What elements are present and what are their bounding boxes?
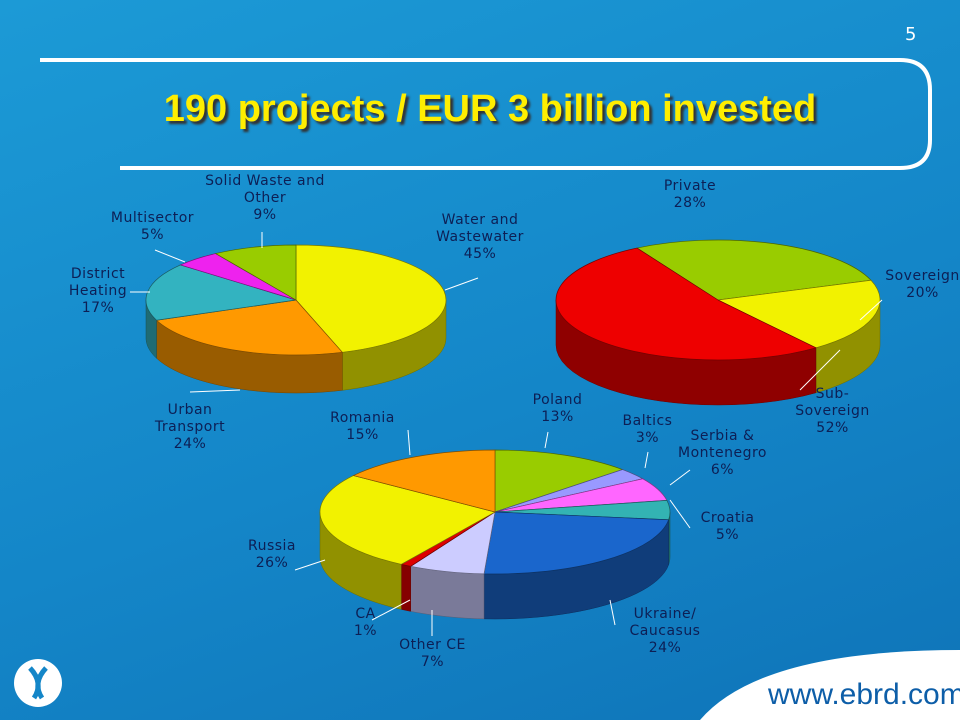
leader-line — [544, 431, 549, 449]
category-label: Russia — [247, 538, 297, 554]
category-label: Sub-Sovereign — [795, 386, 870, 419]
leader-line — [444, 277, 479, 291]
leader-line — [859, 299, 883, 321]
value-label: 13% — [541, 409, 574, 425]
category-label: Ukraine/ Caucasus — [629, 606, 701, 639]
category-label: Other CE — [399, 637, 466, 653]
slice-label: Serbia & Montenegro 6% — [670, 428, 775, 479]
value-label: 6% — [710, 462, 735, 478]
value-label: 1% — [353, 623, 378, 639]
value-label: 45% — [463, 246, 497, 262]
category-label: Water and Wastewater — [436, 212, 524, 245]
leader-line — [669, 469, 691, 486]
value-label: 24% — [648, 640, 682, 656]
slice-label: Croatia 5% — [690, 510, 765, 544]
category-label: Romania — [330, 410, 395, 426]
slide-title: 190 projects / EUR 3 billion invested — [163, 88, 817, 130]
category-label: Multisector — [110, 210, 195, 226]
value-label: 52% — [816, 420, 849, 436]
slice-label: Sub-Sovereign 52% — [790, 386, 875, 437]
slice — [494, 449, 624, 513]
category-label: Urban Transport — [154, 402, 226, 435]
value-label: 28% — [673, 195, 707, 211]
category-label: Baltics — [622, 413, 673, 429]
footer-wave — [700, 650, 960, 720]
slide-number: 5 — [905, 24, 917, 45]
slice-label: Poland 13% — [520, 392, 595, 426]
slice-label: District Heating 17% — [58, 266, 138, 317]
leader-line — [407, 429, 411, 456]
slice — [352, 449, 496, 513]
slice-label: Baltics 3% — [615, 413, 680, 447]
slice-label: Solid Waste and Other 9% — [205, 173, 325, 224]
slice-label: Ukraine/ Caucasus 24% — [615, 606, 715, 657]
slice-label: CA 1% — [338, 606, 393, 640]
slice-label: Urban Transport 24% — [140, 402, 240, 453]
leader-line — [799, 349, 841, 391]
footer-url: www.ebrd.com — [768, 678, 960, 711]
slice — [214, 244, 297, 301]
value-label: 20% — [906, 285, 939, 301]
slice-side — [410, 566, 485, 620]
leader-line — [644, 451, 649, 469]
leader-line — [189, 389, 241, 393]
leader-line — [609, 599, 616, 626]
value-label: 5% — [715, 527, 740, 543]
slice — [555, 247, 817, 361]
slice — [145, 264, 297, 321]
slice-label: Russia 26% — [238, 538, 306, 572]
category-label: CA — [355, 606, 376, 622]
value-label: 15% — [346, 427, 379, 443]
slice-label: Romania 15% — [320, 410, 405, 444]
value-label: 24% — [173, 436, 207, 452]
value-label: 7% — [420, 654, 445, 670]
slice-label: Private 28% — [650, 178, 730, 212]
category-label: District Heating — [68, 266, 128, 299]
value-label: 26% — [255, 555, 289, 571]
slice-label: Multisector 5% — [100, 210, 205, 244]
slice — [636, 239, 872, 301]
leader-line — [294, 559, 326, 571]
leader-line — [154, 249, 186, 263]
category-label: Serbia & Montenegro — [677, 428, 767, 461]
category-label: Poland — [532, 392, 583, 408]
category-label: Solid Waste and Other — [205, 173, 325, 206]
category-label: Sovereign — [885, 268, 960, 284]
leader-line — [371, 599, 411, 621]
category-label: Private — [663, 178, 717, 194]
leader-line — [669, 499, 691, 529]
logo — [14, 659, 62, 707]
slice-label: Sovereign 20% — [880, 268, 960, 302]
value-label: 9% — [253, 207, 277, 223]
frame-curve — [40, 58, 932, 170]
value-label: 3% — [635, 430, 660, 446]
slice-label: Other CE 7% — [395, 637, 470, 671]
value-label: 17% — [81, 300, 115, 316]
slice — [295, 244, 447, 353]
slice — [716, 279, 881, 349]
category-label: Croatia — [700, 510, 755, 526]
value-label: 5% — [140, 227, 165, 243]
slice-label: Water and Wastewater 45% — [425, 212, 535, 263]
slice — [483, 511, 670, 575]
slice — [319, 475, 496, 565]
